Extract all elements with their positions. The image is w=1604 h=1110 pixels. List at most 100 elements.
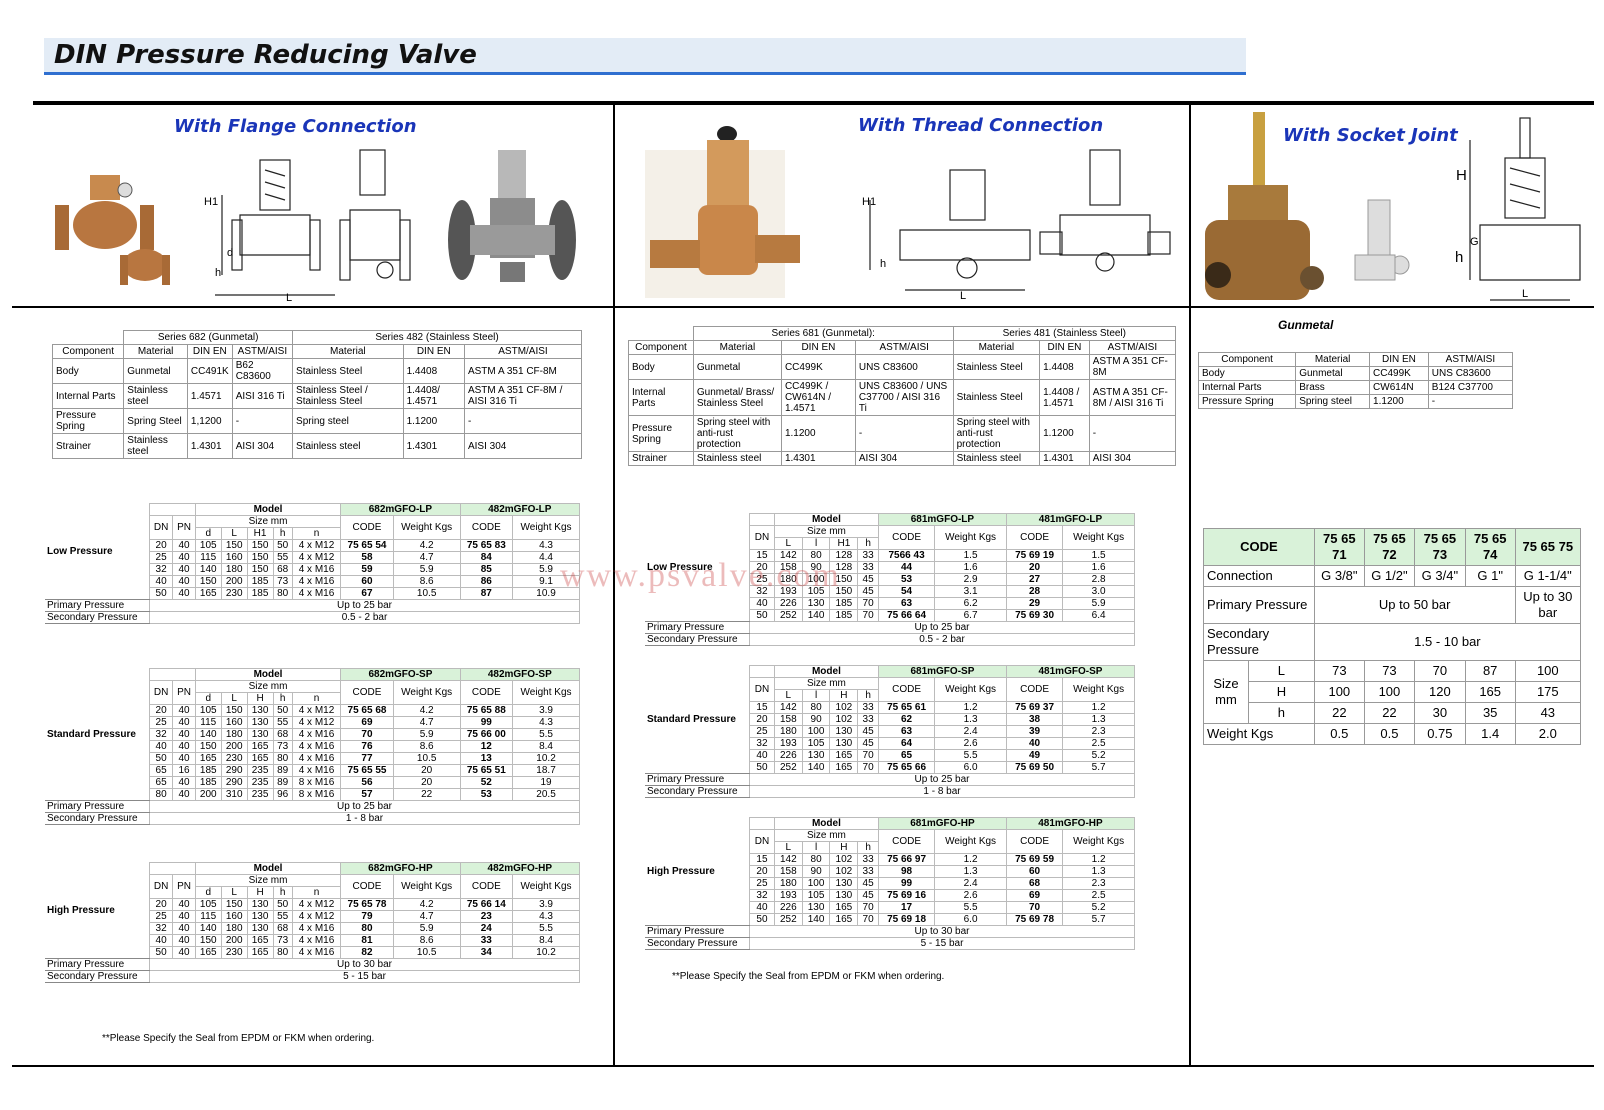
table-cell: 45 — [857, 737, 879, 750]
table-cell: 4 x M16 — [291, 922, 342, 935]
table-cell: 130 — [246, 922, 274, 935]
table-cell: 8.6 — [392, 740, 461, 753]
table-cell: Up to 30 bar — [149, 958, 580, 971]
table-cell: 40 — [172, 776, 196, 789]
table-cell: 1.4 — [1464, 723, 1516, 745]
table-cell: 65 — [148, 776, 174, 789]
table-cell: 73 — [1313, 660, 1365, 682]
table-cell: H — [246, 886, 274, 899]
table-cell: 4.3 — [512, 539, 580, 552]
table-cell: 25 — [148, 551, 174, 564]
table-cell: 25 — [749, 725, 775, 738]
table-cell: 20 — [749, 865, 775, 878]
table-cell: 39 — [1005, 725, 1064, 738]
table-cell: 8.4 — [512, 934, 580, 947]
table-cell: 75 69 78 — [1005, 913, 1064, 926]
table-cell: 29 — [1005, 597, 1064, 610]
table-cell: d — [194, 692, 222, 705]
materials-block: Component Material DIN EN ASTM/AISI Body Gunm… — [1197, 352, 1514, 409]
table-row: 50 252 140 165 70 75 69 18 6.0 75 69 78 5.7 — [645, 913, 1135, 926]
table-cell: Weight Kgs — [1062, 525, 1135, 550]
table-cell: 682mGFO-SP — [340, 668, 461, 681]
socket-photo — [1205, 112, 1410, 300]
table-cell: Secondary Pressure — [45, 611, 150, 624]
model-block: Standard Pressure Model 682mGFO-SP 482mGFO-… — [45, 668, 581, 825]
table-cell: 130 — [246, 716, 274, 729]
table-cell: 24 — [459, 922, 514, 935]
table-cell: 40 — [172, 922, 196, 935]
table-cell: 140 — [801, 761, 831, 774]
table-cell: 75 65 73 — [1413, 528, 1466, 566]
table-cell: 180 — [220, 563, 248, 576]
table-cell: H — [829, 841, 859, 854]
table-cell: 140 — [194, 563, 222, 576]
table-row: Weight Kgs 0.5 0.5 0.75 1.4 2.0 — [1203, 723, 1582, 745]
table-row: Component Material DIN EN ASTM/AISI Material… — [628, 340, 1177, 355]
table-cell: 100 — [1514, 660, 1582, 682]
table-cell: PN — [172, 874, 196, 899]
table-cell: 76 — [340, 740, 394, 753]
table-cell: 5.5 — [934, 749, 1007, 762]
table-cell: Spring Steel — [123, 408, 188, 434]
table-cell: Component — [628, 340, 694, 355]
table-cell: 4 x M16 — [291, 575, 342, 588]
table-cell: Weight Kgs — [1062, 829, 1135, 854]
table-cell: 32 — [148, 922, 174, 935]
table-cell: 193 — [773, 585, 803, 598]
table-cell: 15 — [749, 549, 775, 562]
table-cell: 22 — [1313, 702, 1365, 724]
table-cell: 165 — [246, 740, 274, 753]
table-cell: Up to 30 bar — [749, 925, 1135, 938]
table-cell: n — [291, 692, 342, 705]
table-row: DN PN Size mm CODE Weight Kgs CODE Weight Kgs — [45, 874, 580, 899]
table-cell: Size mm — [194, 680, 342, 693]
flange-drawing — [215, 149, 411, 296]
table-cell: DN — [148, 680, 174, 705]
table-cell: 180 — [773, 573, 803, 586]
table-cell: 150 — [220, 539, 248, 552]
table-cell: DIN EN — [402, 344, 465, 359]
valve-photo — [46, 150, 176, 290]
table-cell: 0.5 — [1363, 723, 1415, 745]
model-table: Low Pressure Model 681mGFO-LP 481mGFO-LP DN S… — [645, 513, 1136, 646]
dimension-label: d — [227, 247, 234, 259]
table-cell: 2.3 — [1062, 725, 1135, 738]
empty-cell — [149, 668, 196, 681]
table-cell: 2.4 — [934, 877, 1007, 890]
table-row: H 100 100 120 165 175 — [1204, 681, 1582, 703]
table-row: Internal Parts Stainless steel 1.4571 AISI … — [51, 383, 583, 409]
table-cell: 40 — [172, 910, 196, 923]
table-cell: h — [272, 886, 293, 899]
table-cell: DIN EN — [1369, 352, 1429, 367]
table-cell: Standard Pressure — [45, 668, 150, 801]
table-cell: 165 — [1464, 681, 1516, 703]
table-cell: - — [854, 415, 954, 452]
table-cell: 17 — [877, 901, 936, 914]
table-cell: 130 — [801, 597, 831, 610]
table-row: 80 40 200 310 235 96 8 x M16 57 22 53 20.5 — [45, 788, 580, 801]
table-cell: 40 — [749, 749, 775, 762]
table-cell: 1 - 8 bar — [149, 812, 580, 825]
table-cell: 5.5 — [512, 922, 580, 935]
model-table: Standard Pressure Model 681mGFO-SP 481mGFO-… — [645, 665, 1136, 798]
table-cell: 1.6 — [934, 561, 1007, 574]
table-cell: 482mGFO-HP — [459, 862, 581, 875]
table-cell: 20 — [1005, 561, 1064, 574]
table-cell: 150 — [220, 898, 248, 911]
table-cell: 80 — [272, 587, 293, 600]
table-cell: Strainer — [51, 433, 125, 459]
table-cell: 1.3 — [1062, 865, 1135, 878]
table-cell: 40 — [172, 934, 196, 947]
table-cell: CODE — [1005, 525, 1064, 550]
table-cell: 75 65 88 — [459, 704, 514, 717]
empty-cell — [149, 503, 196, 516]
table-cell: 65 — [148, 764, 174, 777]
table-cell: Material — [952, 340, 1041, 355]
table-cell: Weight Kgs — [1062, 677, 1135, 702]
table-cell: Stainless Steel — [952, 379, 1041, 416]
table-row: Secondary Pressure 0.5 - 2 bar — [45, 611, 580, 624]
table-cell: 102 — [829, 853, 859, 866]
model-table: Low Pressure Model 682mGFO-LP 482mGFO-LP DN P… — [45, 503, 581, 624]
order-note: **Please Specify the Seal from EPDM or F… — [672, 971, 945, 982]
